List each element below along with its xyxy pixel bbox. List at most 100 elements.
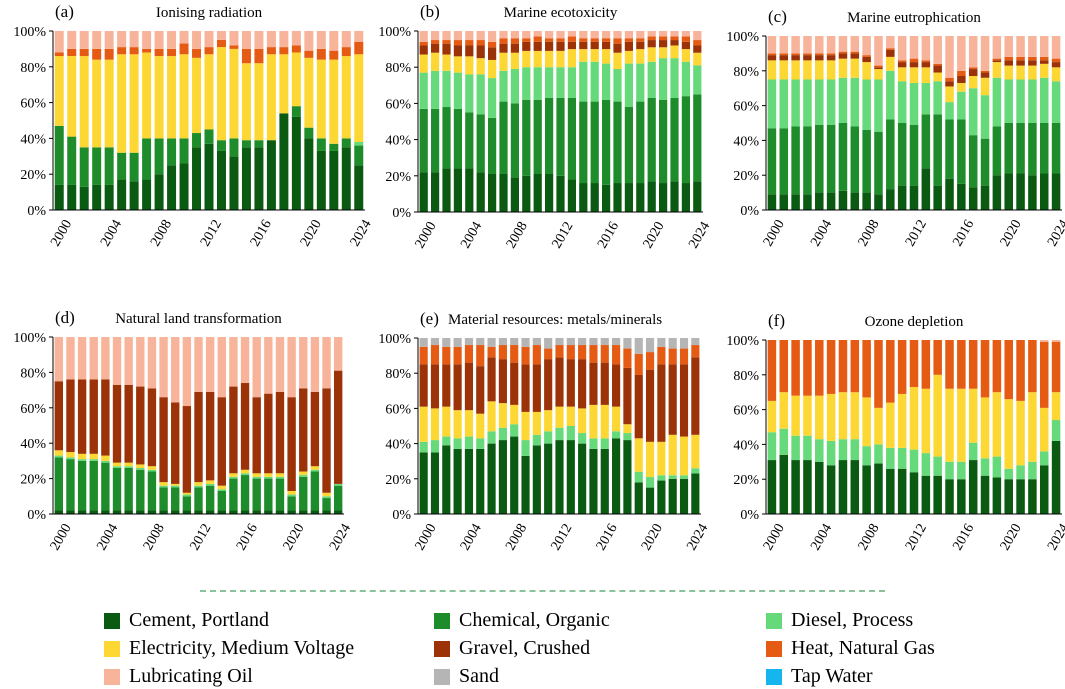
bar-segment	[624, 50, 634, 64]
bar-segment	[241, 63, 251, 141]
legend: Cement, Portland Chemical, Organic Diese…	[104, 605, 1064, 689]
bar-segment	[679, 436, 689, 476]
bar-segment	[129, 54, 139, 153]
y-tick-label: 20%	[385, 170, 411, 185]
bar-segment	[921, 114, 931, 169]
bar-segment	[171, 402, 180, 484]
bar-segment	[1016, 60, 1025, 66]
bar-segment	[229, 337, 238, 387]
bar-segment	[299, 337, 308, 389]
bar-segment	[681, 31, 691, 37]
bar-segment	[77, 379, 87, 454]
x-tick-label: 2024	[686, 219, 713, 251]
bar-segment	[668, 364, 677, 435]
bar-segment	[124, 467, 133, 511]
divider-line	[200, 590, 885, 592]
bar-segment	[945, 461, 954, 480]
bar-segment	[779, 340, 789, 393]
bar-segment	[992, 392, 1002, 457]
bar-segment	[613, 101, 622, 184]
bar-segment	[453, 364, 462, 411]
bar-segment	[154, 174, 164, 210]
bar-segment	[66, 379, 75, 453]
bar-segment	[124, 462, 133, 467]
bar-segment	[476, 366, 485, 414]
bar-segment	[909, 67, 919, 83]
bar-segment	[194, 510, 203, 514]
bar-segment	[579, 183, 588, 212]
bar-segment	[590, 101, 599, 184]
bar-segment	[67, 31, 77, 49]
bar-segment	[968, 340, 978, 389]
bar-segment	[419, 54, 428, 73]
bar-segment	[129, 152, 139, 182]
bar-segment	[874, 463, 883, 514]
bar-segment	[874, 407, 883, 445]
bar-segment	[287, 494, 296, 497]
panel-label: (d)	[55, 308, 75, 327]
bar-segment	[670, 45, 679, 59]
bar-segment	[579, 31, 588, 39]
bar-segment	[217, 489, 226, 491]
bar-segment	[465, 74, 474, 113]
bar-segment	[679, 348, 689, 365]
bar-segment	[945, 479, 954, 514]
bar-segment	[838, 36, 848, 52]
bar-segment	[886, 402, 895, 448]
bar-segment	[612, 438, 621, 514]
bar-segment	[897, 340, 907, 394]
y-tick-label: 40%	[733, 134, 759, 149]
bar-segment	[142, 138, 152, 180]
bar-segment	[886, 119, 895, 190]
legend-item-tap: Tap Water	[766, 665, 873, 688]
bar-segment	[933, 456, 942, 476]
bar-segment	[624, 31, 634, 39]
bar-segment	[229, 31, 239, 46]
bar-segment	[791, 340, 800, 396]
bar-segment	[980, 458, 990, 476]
y-tick-label: 20%	[385, 473, 411, 488]
bar-segment	[556, 50, 565, 68]
bar-segment	[499, 31, 508, 39]
bar-segment	[544, 443, 553, 514]
bar-segment	[182, 496, 192, 511]
bar-segment	[419, 72, 428, 109]
bar-segment	[216, 39, 226, 48]
bar-segment	[590, 61, 599, 102]
x-tick-label: 2020	[639, 521, 666, 553]
bar-segment	[980, 138, 990, 186]
bar-segment	[921, 475, 931, 514]
bar-segment	[488, 78, 497, 118]
bar-segment	[767, 432, 777, 461]
bar-segment	[566, 345, 575, 360]
bar-segment	[499, 101, 508, 174]
panel-label: (f)	[768, 311, 785, 330]
bar-segment	[465, 31, 474, 41]
bar-segment	[874, 65, 883, 68]
bar-segment	[510, 43, 520, 53]
bar-segment	[333, 483, 343, 486]
bar-segment	[419, 41, 428, 46]
bar-segment	[279, 31, 289, 48]
y-tick-label: 80%	[385, 61, 411, 76]
bar-segment	[431, 40, 440, 44]
bar-segment	[117, 152, 127, 180]
bar-segment	[205, 510, 215, 514]
bar-segment	[1051, 123, 1061, 174]
bar-segment	[112, 462, 122, 467]
bar-segment	[510, 404, 519, 425]
bar-segment	[465, 168, 474, 212]
bar-segment	[612, 338, 621, 346]
bar-segment	[266, 47, 276, 55]
bar-segment	[545, 31, 554, 39]
bar-segment	[252, 473, 261, 477]
bar-segment	[498, 403, 507, 428]
bar-segment	[567, 31, 577, 37]
bar-segment	[229, 476, 238, 479]
bar-segment	[968, 67, 978, 70]
bar-segment	[205, 391, 215, 481]
chart-title: Marine eutrophication	[847, 10, 981, 26]
bar-segment	[589, 362, 598, 405]
bar-segment	[522, 41, 531, 51]
bar-segment	[171, 487, 180, 511]
